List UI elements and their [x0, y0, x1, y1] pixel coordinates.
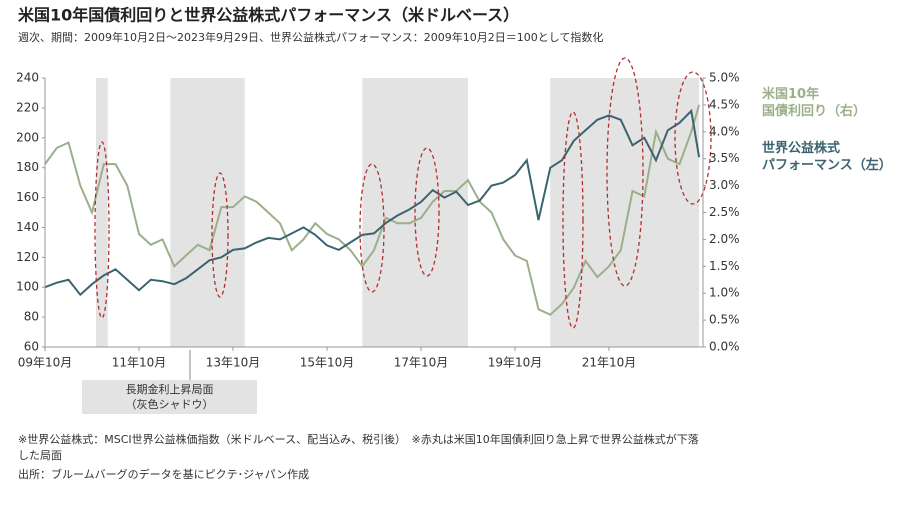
y2-tick-label: 3.0% — [709, 178, 740, 192]
chart-title: 米国10年国債利回りと世界公益株式パフォーマンス（米ドルベース） — [18, 6, 519, 25]
ellipse — [674, 71, 712, 205]
series-line — [44, 104, 701, 316]
ellipse — [414, 147, 440, 277]
y2-tick-label: 1.0% — [709, 286, 740, 300]
footnote: ※世界公益株式：MSCI世界公益株価指数（米ドルベース、配当込み、税引後） ※赤… — [18, 433, 699, 462]
x-tick-label: 15年10月 — [300, 356, 355, 370]
shaded-period — [170, 78, 245, 347]
source: 出所：ブルームバーグのデータを基にピクテ･ジャパン作成 — [18, 468, 310, 481]
x-tick-label: 19年10月 — [488, 356, 543, 370]
y-tick-label: 100 — [16, 280, 39, 294]
legend-entry: 米国10年 国債利回り（右） — [762, 87, 867, 119]
y2-tick-label: 1.5% — [709, 259, 740, 273]
y2-tick-label: 5.0% — [709, 71, 740, 85]
legend-entry: 世界公益株式 パフォーマンス（左） — [762, 141, 892, 173]
y2-tick-label: 4.0% — [709, 124, 740, 138]
y2-tick-label: 2.5% — [709, 205, 740, 219]
ellipse — [359, 163, 385, 293]
y-tick-label: 240 — [16, 71, 39, 85]
x-tick-label: 09年10月 — [18, 356, 73, 370]
y2-tick-label: 3.5% — [709, 151, 740, 165]
y2-tick-label: 4.5% — [709, 97, 740, 111]
shade-annotation: 長期金利上昇局面 （灰色シャドウ） — [82, 380, 257, 414]
ellipse — [606, 57, 644, 287]
y2-tick-label: 2.0% — [709, 232, 740, 246]
x-tick-label: 13年10月 — [206, 356, 261, 370]
x-tick-label: 11年10月 — [112, 356, 167, 370]
ellipse — [94, 141, 110, 319]
series-line — [44, 108, 701, 297]
y-tick-label: 140 — [16, 220, 39, 234]
shaded-period — [95, 78, 108, 347]
y-tick-label: 120 — [16, 250, 39, 264]
x-tick-label: 21年10月 — [582, 356, 637, 370]
y-tick-label: 160 — [16, 190, 39, 204]
y-tick-label: 180 — [16, 160, 39, 174]
y-tick-label: 60 — [24, 340, 39, 354]
y2-tick-label: 0.5% — [709, 313, 740, 327]
highlight-ellipses — [94, 57, 712, 329]
chart-subtitle: 週次、期間：2009年10月2日～2023年9月29日、世界公益株式パフォーマン… — [18, 30, 603, 44]
y-tick-label: 80 — [24, 310, 39, 324]
y-tick-label: 220 — [16, 100, 39, 114]
ellipse — [562, 111, 584, 329]
x-tick-label: 17年10月 — [394, 356, 449, 370]
y2-tick-label: 0.0% — [709, 340, 740, 354]
y-tick-label: 200 — [16, 130, 39, 144]
shaded-period — [550, 78, 700, 347]
ellipse — [211, 172, 229, 298]
